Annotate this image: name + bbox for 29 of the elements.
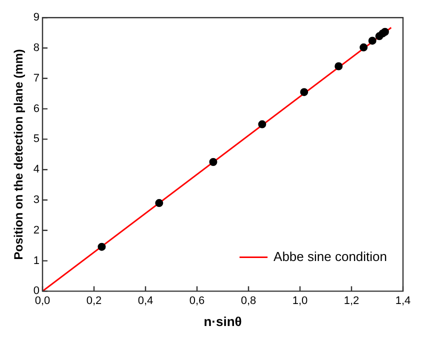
y-tick-label: 9	[33, 12, 40, 24]
x-tick-label: 0,0	[34, 294, 50, 307]
y-tick-label: 4	[33, 164, 40, 176]
y-tick-label: 6	[33, 102, 40, 115]
y-tick-label: 0	[33, 285, 40, 298]
y-tick-label: 5	[33, 133, 40, 146]
x-tick-label: 0,2	[86, 294, 102, 307]
x-tick-label: 0,4	[138, 294, 154, 307]
x-axis-title: n·sinθ	[204, 314, 242, 329]
point	[155, 199, 164, 208]
y-tick-label: 3	[33, 194, 40, 206]
x-tick-label: 0,6	[189, 294, 205, 307]
y-axis-title: Position on the detection plane (mm)	[12, 49, 26, 260]
point	[209, 158, 218, 166]
point	[98, 242, 106, 251]
x-tick-label: 1,2	[344, 294, 360, 307]
legend-label: Abbe sine condition	[274, 248, 388, 264]
y-tick-label: 8	[33, 42, 40, 54]
x-tick-label: 0,8	[240, 294, 256, 307]
x-tick-label: 1,0	[292, 294, 308, 307]
point	[368, 36, 376, 45]
point	[360, 43, 368, 52]
point	[334, 62, 343, 70]
point	[300, 88, 308, 96]
y-tick-label: 2	[33, 224, 40, 236]
point	[258, 120, 266, 128]
y-tick-label: 7	[33, 72, 40, 84]
x-tick-label: 1,4	[395, 294, 411, 307]
y-tick-label: 1	[33, 254, 40, 267]
